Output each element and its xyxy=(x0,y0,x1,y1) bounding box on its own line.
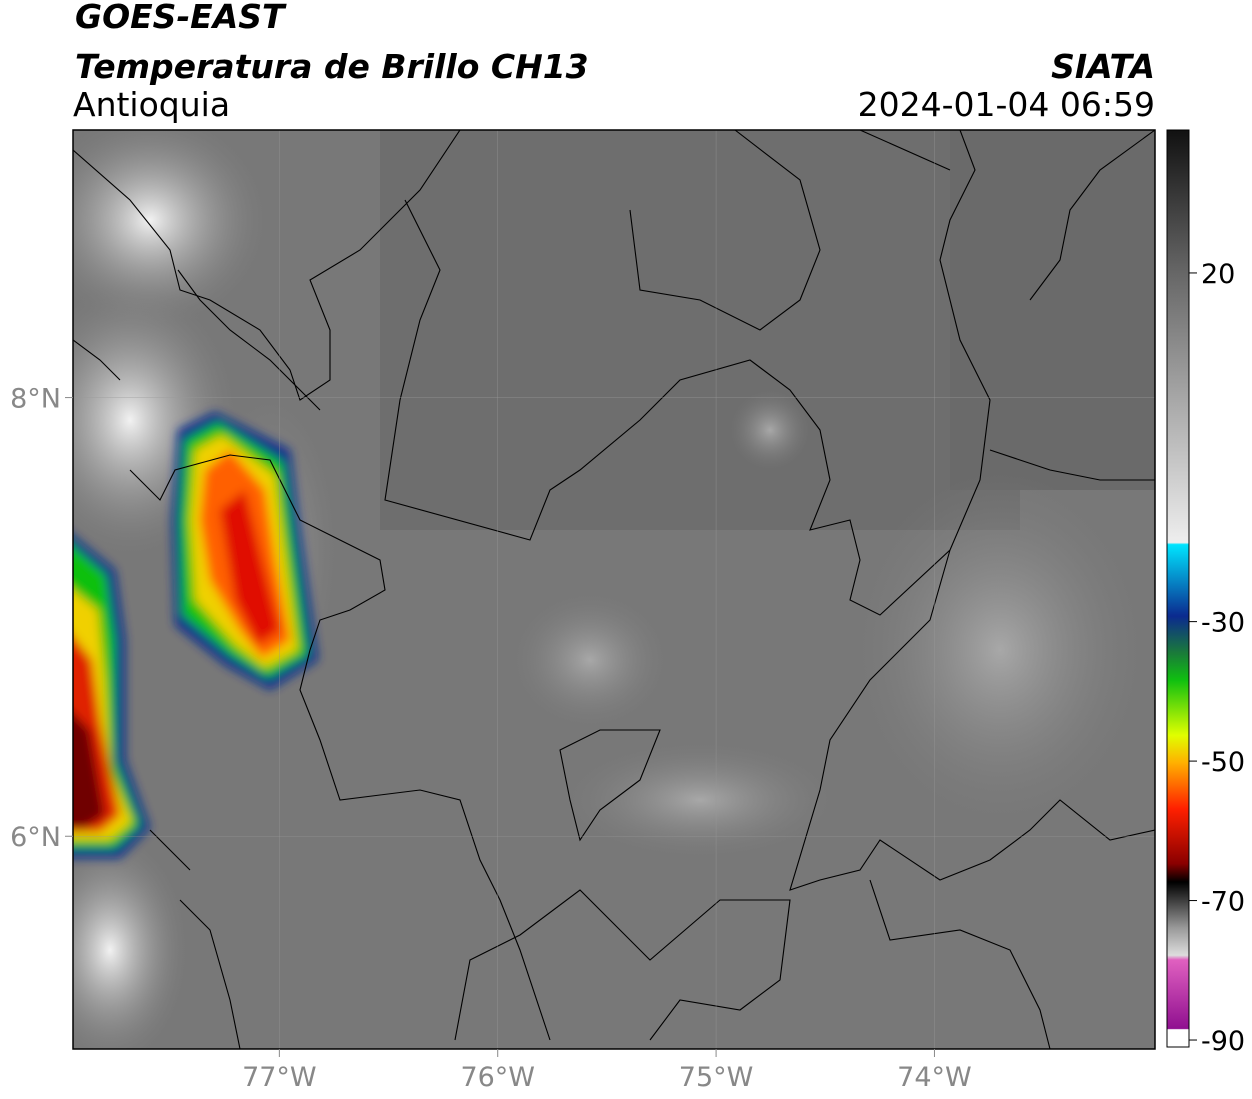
source: SIATA xyxy=(1051,47,1155,86)
graticule xyxy=(73,130,1155,1049)
y-tick-label: 6°N xyxy=(10,822,61,853)
y-tick-label: 8°N xyxy=(10,384,61,415)
title: GOES-EAST xyxy=(75,0,287,36)
colorbar-tick-label: -30 xyxy=(1201,608,1245,639)
colorbar-tick-label: -70 xyxy=(1201,887,1245,918)
x-tick-label: 77°W xyxy=(242,1062,317,1093)
x-tick-label: 74°W xyxy=(897,1062,972,1093)
datetime: 2024-01-04 06:59 xyxy=(858,85,1155,124)
colorbar-tick-label: -90 xyxy=(1201,1026,1245,1057)
x-tick-label: 76°W xyxy=(460,1062,535,1093)
subtitle: Temperatura de Brillo CH13 xyxy=(75,47,589,86)
colorbar xyxy=(1166,129,1190,1048)
x-tick-label: 75°W xyxy=(679,1062,754,1093)
map-frame xyxy=(72,129,1156,1050)
region: Antioquia xyxy=(73,85,230,124)
colorbar-tick-label: -50 xyxy=(1201,747,1245,778)
satellite-image xyxy=(73,130,1155,1049)
colorbar-tick-label: 20 xyxy=(1201,259,1235,290)
